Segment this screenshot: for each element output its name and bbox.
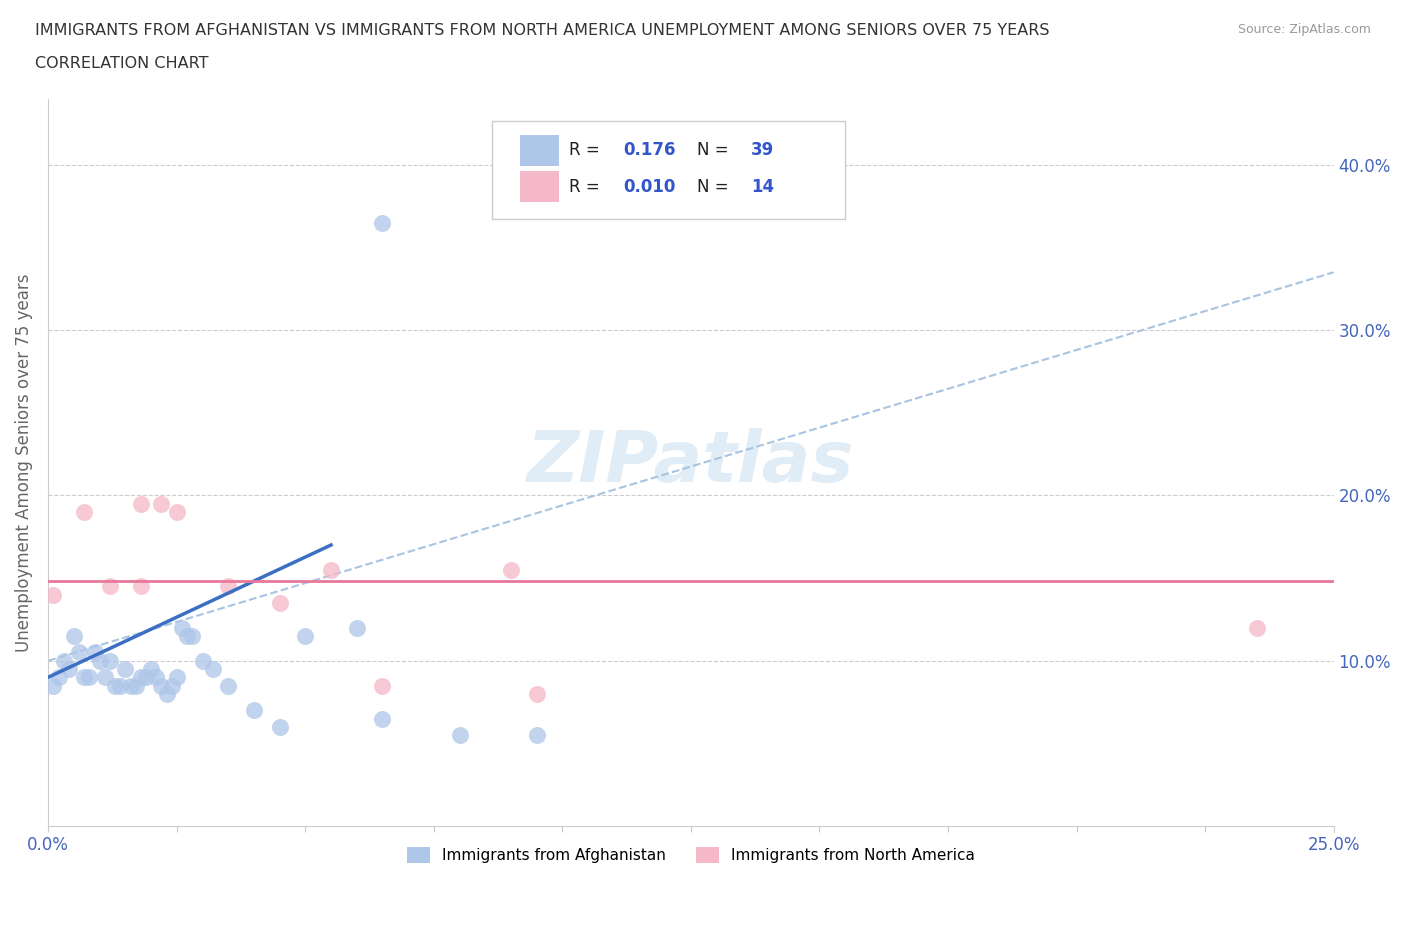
Point [217, 578, 239, 593]
Point [1246, 620, 1268, 635]
Text: IMMIGRANTS FROM AFGHANISTAN VS IMMIGRANTS FROM NORTH AMERICA UNEMPLOYMENT AMONG : IMMIGRANTS FROM AFGHANISTAN VS IMMIGRANT… [35, 23, 1050, 38]
Point [42, 678, 65, 693]
Point [449, 727, 471, 742]
Point [526, 727, 548, 742]
Point [110, 678, 132, 693]
Point [166, 504, 188, 519]
Point [129, 497, 152, 512]
Point [371, 678, 394, 693]
Point [58, 661, 80, 676]
Point [42, 587, 65, 602]
Point [181, 629, 204, 644]
Point [191, 653, 214, 668]
Point [371, 215, 394, 230]
Text: R =: R = [569, 140, 605, 159]
Point [114, 661, 136, 676]
Point [294, 629, 316, 644]
Point [201, 661, 224, 676]
Point [63, 629, 86, 644]
Text: 0.176: 0.176 [623, 140, 675, 159]
Bar [520, 135, 558, 166]
Point [73, 504, 96, 519]
Point [135, 670, 157, 684]
Point [371, 711, 394, 726]
Point [48, 670, 70, 684]
Text: 14: 14 [751, 178, 775, 195]
Point [155, 686, 177, 701]
Legend: Immigrants from Afghanistan, Immigrants from North America: Immigrants from Afghanistan, Immigrants … [401, 841, 981, 870]
Point [120, 678, 142, 693]
Text: 39: 39 [751, 140, 775, 159]
Point [73, 670, 96, 684]
Point [129, 670, 152, 684]
Point [98, 578, 121, 593]
Y-axis label: Unemployment Among Seniors over 75 years: Unemployment Among Seniors over 75 years [15, 273, 32, 652]
Point [129, 578, 152, 593]
Point [145, 670, 167, 684]
Text: Source: ZipAtlas.com: Source: ZipAtlas.com [1237, 23, 1371, 36]
Point [243, 703, 266, 718]
Point [217, 678, 239, 693]
Bar [520, 171, 558, 202]
Point [150, 678, 173, 693]
Point [170, 620, 193, 635]
Point [499, 563, 522, 578]
Point [526, 686, 548, 701]
Point [79, 670, 101, 684]
Point [94, 670, 117, 684]
Point [125, 678, 148, 693]
Point [89, 653, 111, 668]
Point [346, 620, 368, 635]
Point [160, 678, 183, 693]
Point [269, 720, 291, 735]
FancyBboxPatch shape [492, 121, 845, 219]
Point [319, 563, 342, 578]
Point [52, 653, 75, 668]
Point [176, 629, 198, 644]
Point [104, 678, 127, 693]
Point [67, 645, 90, 660]
Point [166, 670, 188, 684]
Text: N =: N = [697, 140, 734, 159]
Text: ZIPatlas: ZIPatlas [527, 428, 855, 497]
Text: 0.010: 0.010 [623, 178, 675, 195]
Text: N =: N = [697, 178, 734, 195]
Point [139, 661, 162, 676]
Point [150, 497, 173, 512]
Point [269, 595, 291, 610]
Point [83, 645, 105, 660]
Text: R =: R = [569, 178, 605, 195]
Point [98, 653, 121, 668]
Text: CORRELATION CHART: CORRELATION CHART [35, 56, 208, 71]
